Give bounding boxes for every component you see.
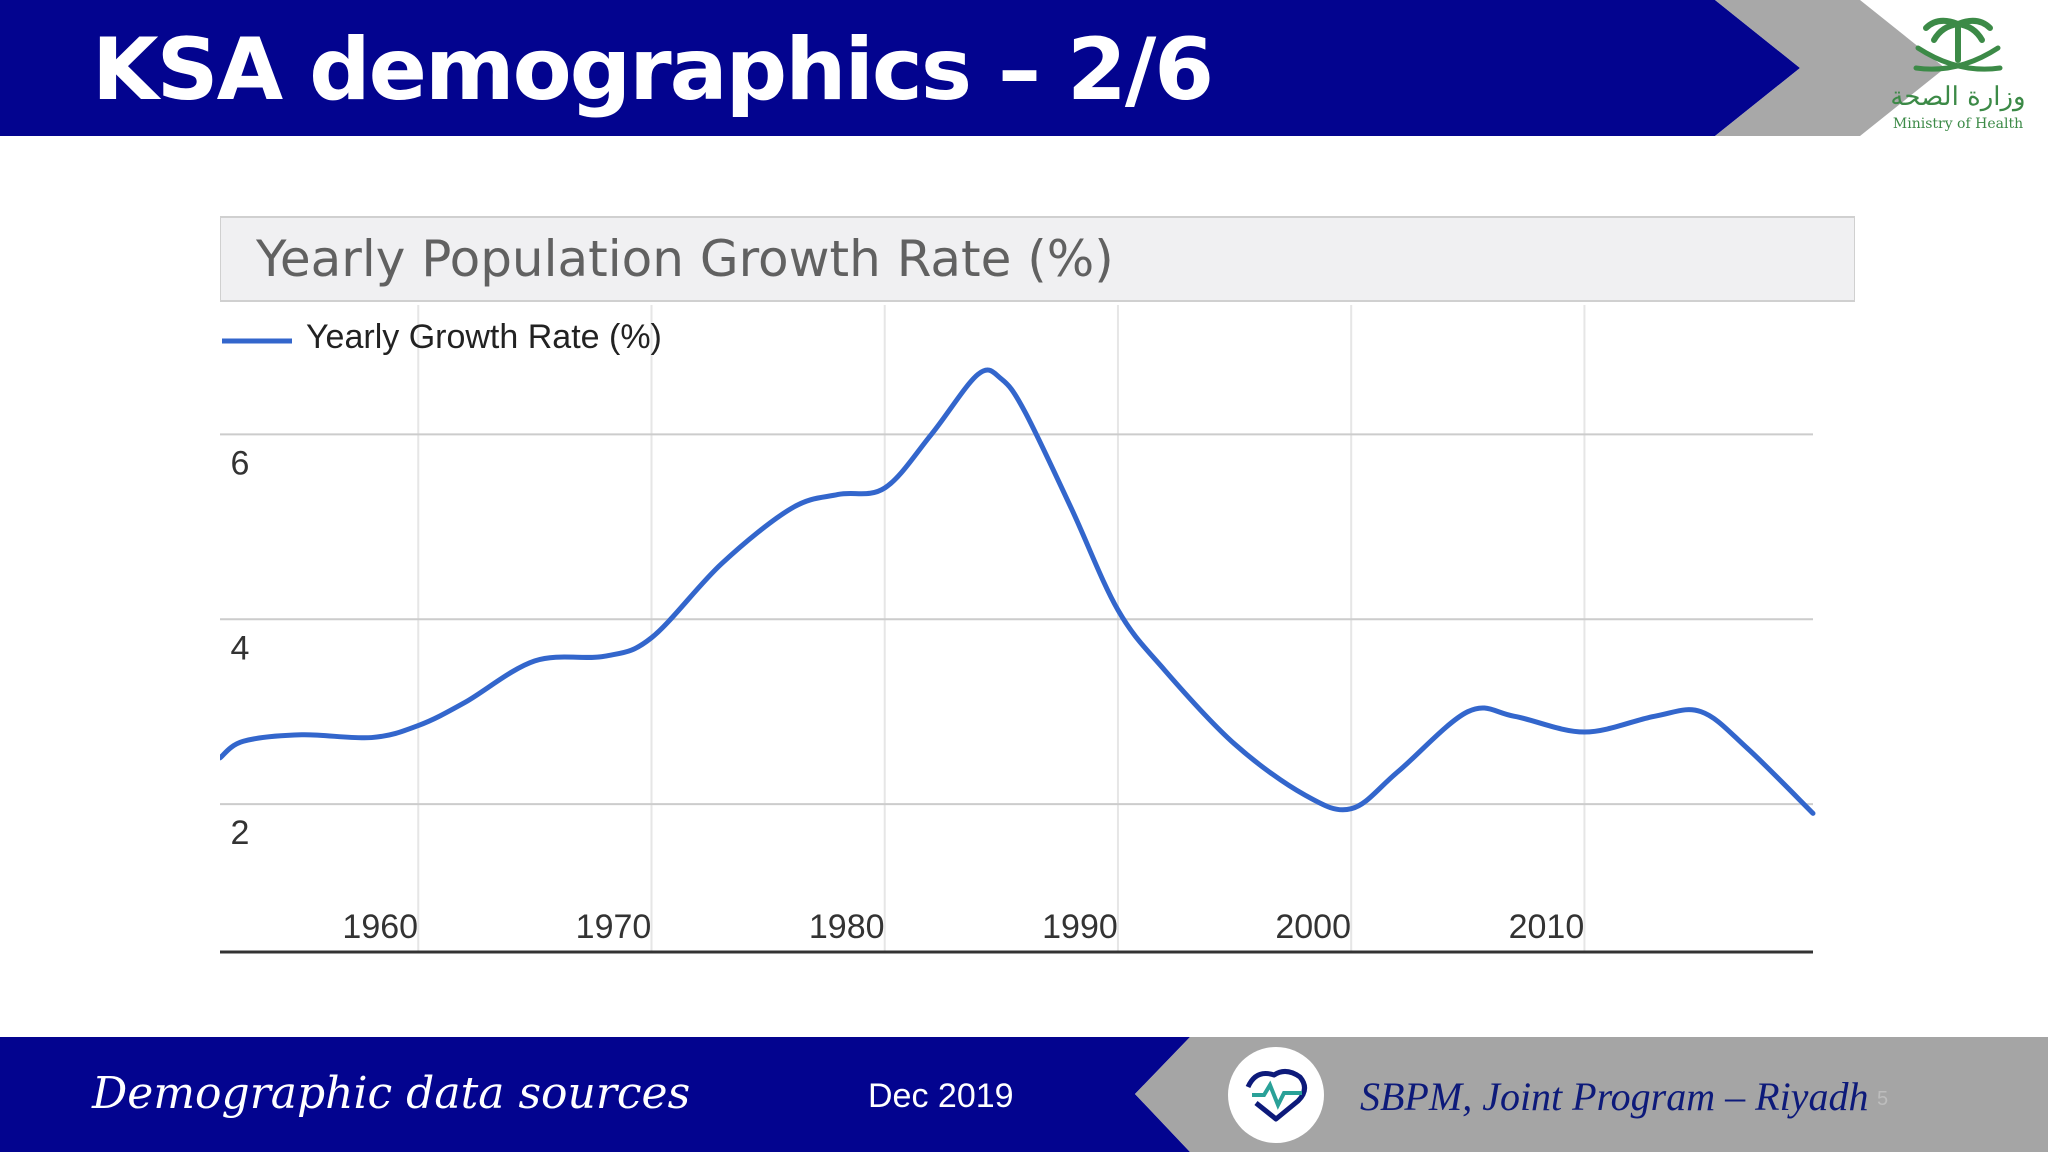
y-tick-label-2: 2 — [231, 814, 250, 852]
footer-date: Dec 2019 — [868, 1077, 1014, 1115]
y-tick-label-4: 4 — [231, 629, 250, 667]
x-tick-label-1960: 1960 — [342, 908, 418, 946]
header-gray-chevron — [1715, 0, 1945, 136]
palm-swords-emblem-icon — [1913, 17, 2003, 72]
header-blue-banner — [0, 0, 1800, 136]
x-tick-label-1980: 1980 — [809, 908, 885, 946]
logo-arabic-text: وزارة الصحة — [1890, 82, 2026, 112]
grid-layer — [220, 305, 1813, 952]
footer-bar — [0, 1037, 2048, 1152]
series-layer — [220, 367, 1816, 816]
x-tick-label-2010: 2010 — [1509, 908, 1585, 946]
x-tick-label-1990: 1990 — [1042, 908, 1118, 946]
header-bar — [0, 0, 1945, 136]
logo-english-text: Ministry of Health — [1892, 116, 2024, 132]
footer-program-name: SBPM, Joint Program – Riyadh — [1360, 1074, 1869, 1119]
footer-section-title: Demographic data sources — [92, 1068, 691, 1119]
page-number: 5 — [1877, 1088, 1889, 1110]
series-line-0 — [220, 367, 1816, 816]
footer-gray-panel — [1135, 1037, 2048, 1152]
x-tick-label-1970: 1970 — [576, 908, 652, 946]
chart-title-panel — [220, 216, 1855, 302]
ministry-logo: وزارة الصحة Ministry of Health — [1868, 12, 2048, 172]
y-tick-label-6: 6 — [231, 444, 250, 482]
legend-label: Yearly Growth Rate (%) — [306, 318, 662, 356]
slide-title: KSA demographics – 2/6 — [92, 20, 1214, 120]
footer-blue-banner — [0, 1037, 1190, 1152]
heart-pulse-logo-icon — [1228, 1047, 1324, 1143]
chart-title: Yearly Population Growth Rate (%) — [256, 230, 1114, 288]
x-tick-label-2000: 2000 — [1275, 908, 1351, 946]
growth-rate-chart: 1960 1970 1980 1990 2000 2010 2 4 6 Yearly Popul… — [220, 215, 1855, 955]
chart-canvas: 1960 1970 1980 1990 2000 2010 2 4 6 — [220, 216, 1855, 954]
tick-label-layer: 1960 1970 1980 1990 2000 2010 2 4 6 — [231, 444, 1585, 946]
